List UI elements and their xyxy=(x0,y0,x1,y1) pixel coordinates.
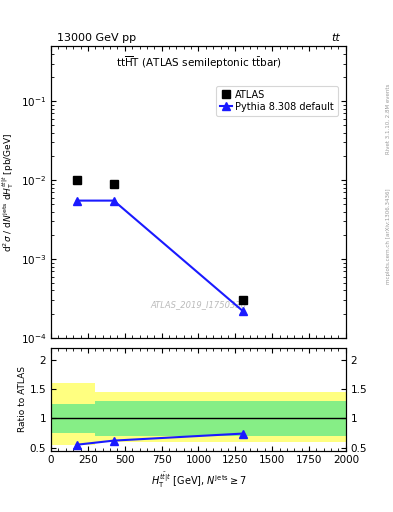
Text: tt: tt xyxy=(331,33,340,43)
Y-axis label: d$^{2}\sigma$ / d$N^{\rm jets}$ d$H_{\rm T}^{t\bar{t}|t}$ [pb/GeV]: d$^{2}\sigma$ / d$N^{\rm jets}$ d$H_{\rm… xyxy=(0,132,17,252)
Text: ATLAS_2019_I1750330: ATLAS_2019_I1750330 xyxy=(151,300,246,309)
Text: mcplots.cern.ch [arXiv:1306.3436]: mcplots.cern.ch [arXiv:1306.3436] xyxy=(386,188,391,284)
Y-axis label: Ratio to ATLAS: Ratio to ATLAS xyxy=(18,367,27,432)
Line: Pythia 8.308 default: Pythia 8.308 default xyxy=(73,197,247,315)
Legend: ATLAS, Pythia 8.308 default: ATLAS, Pythia 8.308 default xyxy=(216,86,338,116)
ATLAS xyxy=(241,297,245,303)
ATLAS xyxy=(75,177,79,183)
Pythia 8.308 default xyxy=(241,308,245,314)
ATLAS xyxy=(111,181,116,187)
X-axis label: $H_{\rm T}^{t\bar{t}|t}$ [GeV], $N^{\rm jets} \geq 7$: $H_{\rm T}^{t\bar{t}|t}$ [GeV], $N^{\rm … xyxy=(151,470,246,489)
Line: ATLAS: ATLAS xyxy=(73,176,247,305)
Pythia 8.308 default xyxy=(111,198,116,204)
Text: Rivet 3.1.10, 2.8M events: Rivet 3.1.10, 2.8M events xyxy=(386,84,391,154)
Text: tt$\overline{\rm H}$T (ATLAS semileptonic t$\bar{\rm t}$bar): tt$\overline{\rm H}$T (ATLAS semileptoni… xyxy=(116,55,281,71)
Pythia 8.308 default xyxy=(75,198,79,204)
Text: 13000 GeV pp: 13000 GeV pp xyxy=(57,33,136,43)
